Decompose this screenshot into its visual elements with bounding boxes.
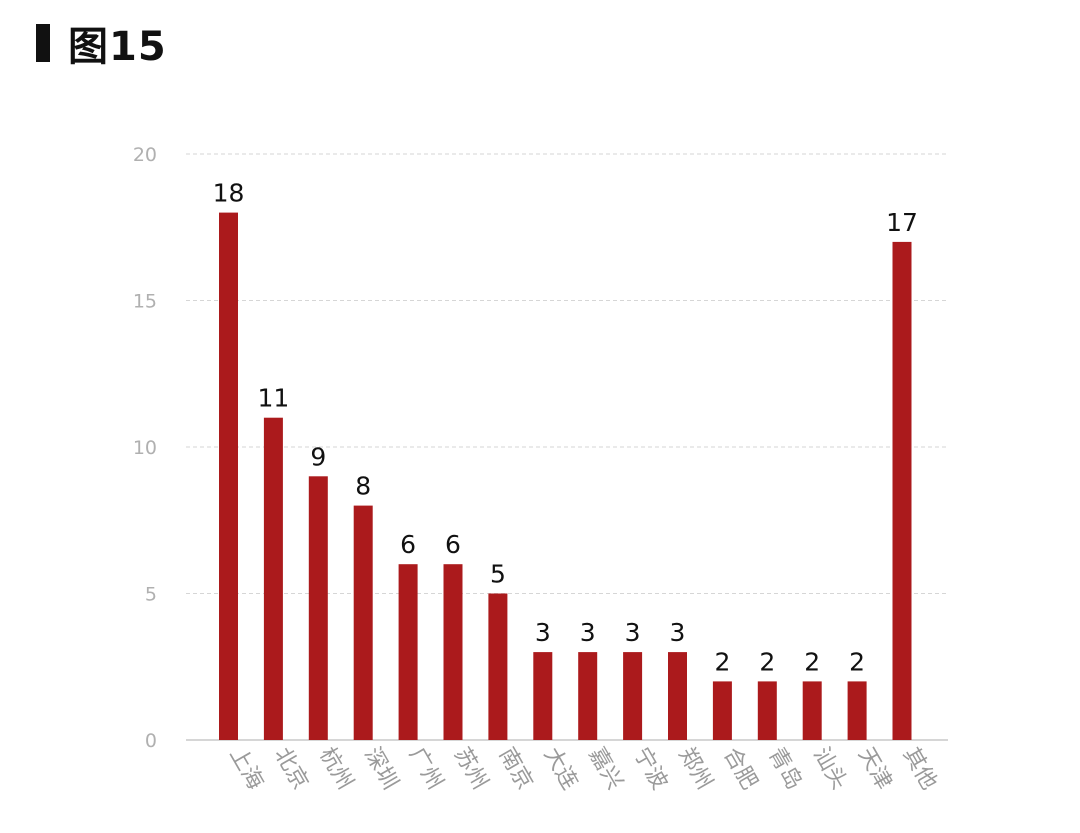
category-label: 上海 [224, 743, 268, 794]
category-label: 苏州 [449, 743, 493, 794]
bar [757, 681, 777, 740]
category-label: 其他 [898, 743, 942, 794]
category-label: 广州 [404, 743, 448, 794]
y-tick-label: 0 [145, 730, 157, 752]
bar [488, 593, 508, 740]
bar-value-label: 3 [535, 618, 551, 647]
bars [219, 212, 912, 741]
category-label: 杭州 [314, 743, 358, 794]
bar-value-label: 2 [804, 647, 820, 676]
bar [308, 476, 328, 740]
gridlines [186, 153, 948, 594]
y-tick-label: 5 [145, 584, 157, 606]
bar-value-label: 2 [849, 647, 865, 676]
bar-value-label: 11 [257, 384, 289, 413]
category-label: 天津 [853, 743, 897, 794]
figure-label: 图15 [68, 24, 167, 70]
bar-value-label: 2 [759, 647, 775, 676]
bar [668, 652, 687, 740]
bar [443, 564, 463, 740]
bar [847, 681, 867, 740]
bar [892, 241, 912, 740]
bar-value-label: 6 [445, 530, 461, 559]
category-label: 青岛 [763, 743, 807, 794]
category-label: 汕头 [808, 743, 852, 794]
bar-value-label: 6 [400, 530, 416, 559]
bar-value-label: 3 [580, 618, 596, 647]
figure-title: 图15 [36, 20, 167, 70]
y-tick-label: 15 [133, 291, 157, 313]
y-tick-label: 10 [133, 437, 157, 459]
bar [533, 652, 553, 740]
bar-value-label: 8 [355, 472, 371, 501]
y-tick-label: 20 [133, 144, 157, 166]
bar-value-label: 2 [714, 647, 730, 676]
category-label: 大连 [539, 743, 583, 794]
category-label: 郑州 [673, 743, 717, 794]
bar-value-label: 3 [625, 618, 641, 647]
title-marker [36, 24, 50, 62]
bar-value-label: 18 [213, 179, 245, 208]
category-labels: 上海 北京 杭州 深圳 广州 苏州 南京 大连 嘉兴 宁波 郑州 合肥 青岛 汕头 天津 其他 [224, 743, 941, 794]
bar-value-label: 17 [886, 208, 918, 237]
category-label: 合肥 [718, 743, 762, 794]
bar [219, 212, 238, 741]
bar [263, 417, 283, 740]
bar [712, 681, 732, 740]
category-label: 嘉兴 [583, 743, 627, 794]
bar [802, 681, 822, 740]
bar-value-label: 9 [310, 442, 326, 471]
bar-value-label: 3 [670, 618, 686, 647]
category-label: 宁波 [628, 743, 672, 794]
bar [578, 652, 598, 740]
category-label: 南京 [494, 743, 538, 794]
bar [623, 652, 643, 740]
category-label: 北京 [269, 743, 313, 794]
bar [398, 564, 418, 740]
bar [353, 505, 373, 740]
bar-value-label: 5 [490, 560, 506, 589]
category-label: 深圳 [359, 743, 403, 794]
